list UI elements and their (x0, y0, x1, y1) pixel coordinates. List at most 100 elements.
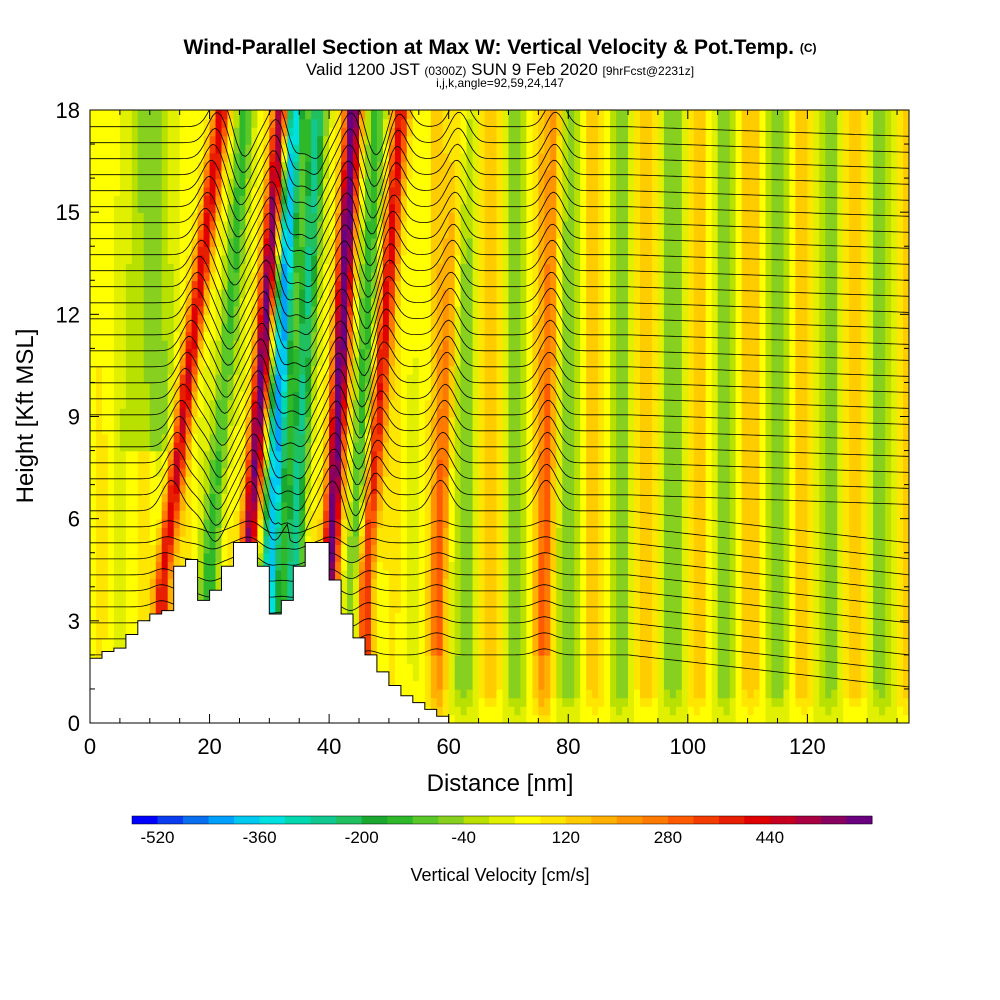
velocity-cell (382, 663, 390, 673)
velocity-cell (143, 297, 151, 307)
velocity-cell (359, 501, 366, 511)
velocity-cell (394, 297, 402, 307)
velocity-cell (137, 339, 145, 350)
velocity-cell (502, 544, 510, 554)
velocity-cell (311, 110, 318, 120)
velocity-cell (502, 671, 510, 682)
velocity-cell (143, 552, 151, 562)
velocity-cell (96, 169, 103, 179)
velocity-cell (335, 152, 342, 162)
velocity-cell (155, 552, 163, 562)
velocity-cell (448, 391, 456, 401)
velocity-cell (388, 144, 396, 154)
velocity-cell (149, 527, 157, 537)
velocity-cell (454, 620, 462, 631)
velocity-cell (251, 356, 259, 367)
velocity-cell (490, 110, 498, 120)
velocity-cell (323, 356, 330, 367)
velocity-cell (221, 331, 229, 341)
velocity-cell (215, 391, 223, 401)
velocity-cell (472, 510, 480, 520)
velocity-cell (245, 229, 253, 239)
velocity-cell (293, 212, 301, 222)
velocity-cell (299, 493, 306, 503)
velocity-cell (137, 152, 145, 162)
velocity-cell (371, 229, 378, 239)
velocity-cell (275, 118, 283, 128)
velocity-cell (155, 391, 163, 401)
velocity-cell (161, 220, 169, 230)
velocity-cell (353, 399, 360, 409)
velocity-cell (460, 254, 468, 264)
velocity-cell (323, 110, 330, 120)
velocity-cell (430, 663, 438, 673)
velocity-cell (359, 544, 366, 554)
velocity-cell (215, 280, 223, 290)
velocity-cell (257, 450, 265, 460)
velocity-cell (496, 365, 504, 375)
velocity-cell (143, 178, 151, 188)
velocity-cell (347, 118, 354, 128)
velocity-cell (281, 459, 289, 469)
velocity-cell (478, 569, 486, 580)
velocity-cell (299, 186, 306, 196)
velocity-cell (149, 569, 157, 580)
velocity-cell (167, 314, 175, 324)
velocity-cell (263, 356, 271, 367)
velocity-cell (376, 569, 384, 580)
velocity-cell (299, 135, 306, 145)
velocity-cell (131, 161, 139, 171)
velocity-cell (293, 459, 301, 469)
velocity-cell (287, 510, 295, 520)
velocity-cell (215, 110, 223, 120)
velocity-cell (472, 322, 480, 333)
velocity-cell (412, 212, 420, 222)
velocity-cell (323, 442, 330, 452)
velocity-cell (365, 186, 372, 196)
velocity-cell (400, 501, 408, 511)
velocity-cell (436, 152, 444, 162)
velocity-cell (478, 212, 486, 222)
velocity-cell (400, 254, 408, 264)
velocity-cell (179, 178, 187, 188)
velocity-cell (275, 220, 283, 230)
velocity-cell (102, 399, 109, 409)
velocity-cell (388, 297, 396, 307)
velocity-cell (484, 493, 492, 503)
velocity-cell (227, 246, 235, 256)
velocity-cell (173, 314, 181, 324)
velocity-cell (394, 280, 402, 290)
velocity-cell (221, 297, 229, 307)
velocity-cell (293, 118, 301, 128)
velocity-cell (299, 459, 306, 469)
velocity-cell (305, 203, 312, 213)
velocity-cell (406, 322, 414, 333)
velocity-cell (454, 365, 462, 375)
velocity-cell (305, 382, 312, 392)
velocity-cell (113, 178, 121, 188)
velocity-cell (305, 501, 312, 511)
velocity-cell (149, 493, 157, 503)
velocity-cell (185, 297, 193, 307)
velocity-cell (125, 518, 133, 528)
velocity-cell (257, 510, 265, 520)
velocity-cell (119, 578, 127, 588)
velocity-cell (412, 195, 420, 205)
velocity-cell (96, 288, 103, 299)
velocity-cell (275, 501, 283, 511)
velocity-cell (490, 339, 498, 350)
velocity-cell (418, 144, 426, 154)
velocity-cell (107, 569, 115, 580)
velocity-cell (143, 203, 151, 213)
velocity-cell (233, 229, 241, 239)
velocity-cell (125, 501, 133, 511)
velocity-cell (329, 152, 336, 162)
velocity-cell (490, 135, 498, 145)
velocity-cell (317, 331, 324, 341)
velocity-cell (113, 408, 121, 418)
velocity-cell (406, 493, 414, 503)
velocity-cell (197, 450, 205, 460)
velocity-cell (365, 399, 372, 409)
velocity-cell (107, 348, 115, 358)
velocity-cell (347, 186, 354, 196)
